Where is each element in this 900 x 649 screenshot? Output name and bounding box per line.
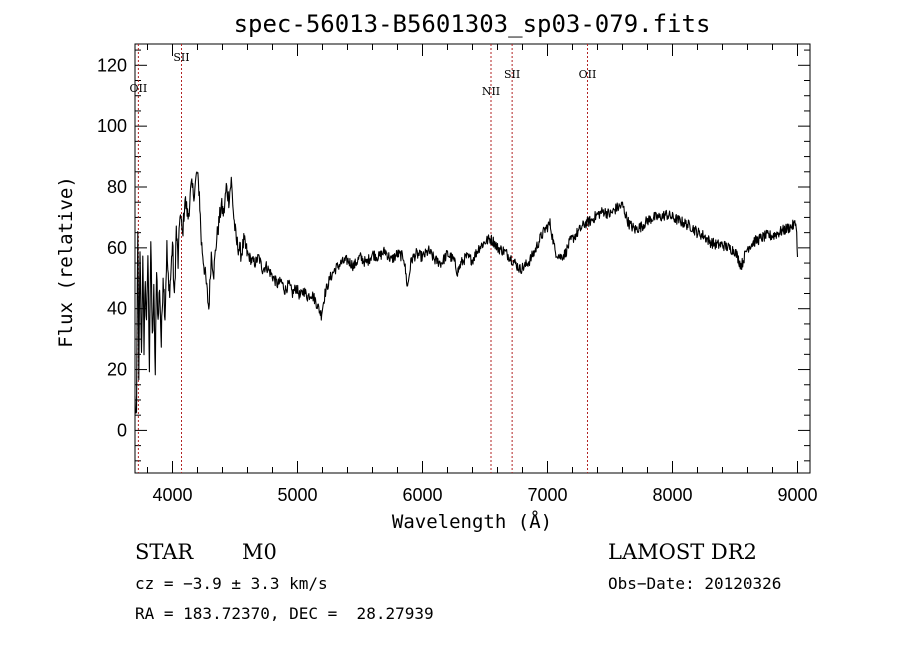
spectral-line-label: SII [504, 68, 520, 81]
x-tick-label: 4000 [152, 485, 192, 505]
y-tick-label: 80 [107, 177, 127, 197]
y-tick-label: 40 [107, 299, 127, 319]
y-tick-label: 20 [107, 360, 127, 380]
redshift-velocity: cz = −3.9 ± 3.3 km/s [135, 574, 328, 593]
observation-date: Obs−Date: 20120326 [608, 574, 782, 593]
y-axis-ticks: 0 20 40 60 80 100 120 [97, 49, 810, 462]
y-axis-label: Flux (relative) [55, 176, 77, 348]
x-tick-label: 8000 [652, 485, 692, 505]
spectral-line-markers: OII SII NII SII OII [130, 44, 597, 473]
spectral-line-label: OII [130, 82, 148, 95]
spectral-line-label: OII [579, 68, 597, 81]
plot-frame [134, 43, 811, 474]
spectral-line-label: SII [173, 51, 189, 64]
x-tick-label: 6000 [402, 485, 442, 505]
chart-title: spec-56013-B5601303_sp03-079.fits [234, 10, 711, 38]
x-axis-label: Wavelength (Å) [392, 510, 552, 533]
survey-name: LAMOST DR2 [608, 540, 757, 564]
x-tick-label: 7000 [527, 485, 567, 505]
x-tick-label: 9000 [777, 485, 817, 505]
flux-spectrum-line [134, 171, 799, 414]
y-tick-label: 0 [117, 420, 127, 440]
y-tick-label: 120 [97, 55, 127, 75]
object-class: STAR [135, 540, 194, 564]
spectral-line-label: NII [482, 85, 500, 98]
object-subclass: M0 [242, 540, 277, 564]
y-tick-label: 100 [97, 116, 127, 136]
x-tick-label: 5000 [277, 485, 317, 505]
x-axis-ticks: 4000 5000 6000 7000 8000 9000 [147, 44, 818, 505]
y-tick-label: 60 [107, 238, 127, 258]
coordinates: RA = 183.72370, DEC = 28.27939 [135, 604, 434, 623]
